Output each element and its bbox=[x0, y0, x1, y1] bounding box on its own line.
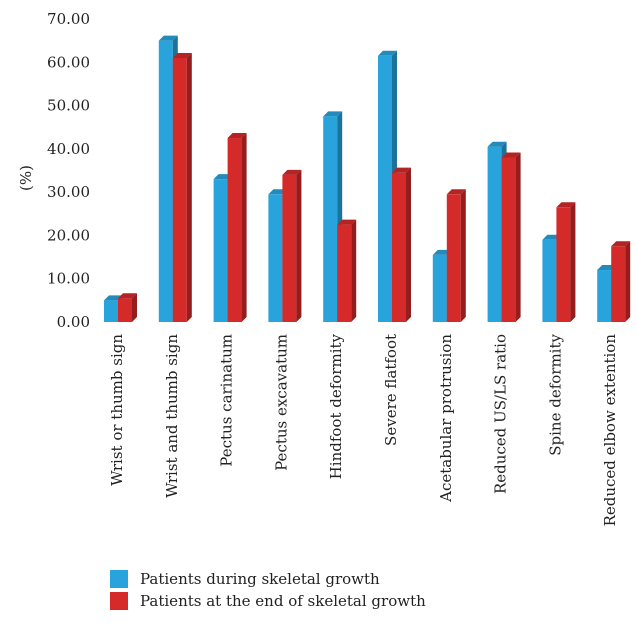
bar-chart: (%) 0.00 10.00 20.00 30.00 40.00 50.00 60.00 70… bbox=[17, 10, 631, 526]
category-label: Hindfoot deformity bbox=[327, 333, 345, 479]
y-tick-label: 0.00 bbox=[57, 313, 90, 331]
category-label: Reduced elbow extention bbox=[601, 334, 619, 527]
legend-label-series-1: Patients during skeletal growth bbox=[140, 570, 380, 588]
y-axis-label: (%) bbox=[17, 165, 35, 191]
y-tick-label: 40.00 bbox=[47, 140, 90, 158]
bars bbox=[104, 35, 631, 323]
bar-series-2 bbox=[501, 152, 521, 322]
y-tick-label: 10.00 bbox=[47, 270, 90, 288]
bar-series-2 bbox=[118, 293, 137, 322]
bar-series-2 bbox=[556, 202, 576, 322]
y-axis-ticks: 0.00 10.00 20.00 30.00 40.00 50.00 60.00 70.00 bbox=[47, 10, 90, 331]
category-label: Pectus carinatum bbox=[218, 334, 236, 467]
legend-swatch-series-2 bbox=[110, 592, 128, 610]
y-tick-label: 20.00 bbox=[47, 226, 90, 244]
legend: Patients during skeletal growth Patients… bbox=[110, 568, 426, 612]
category-labels: Wrist or thumb sign Wrist and thumb sign P… bbox=[108, 333, 619, 526]
category-label: Spine deformity bbox=[546, 333, 564, 455]
legend-item-series-1: Patients during skeletal growth bbox=[110, 568, 426, 590]
category-label: Wrist or thumb sign bbox=[108, 334, 126, 486]
bar-series-2 bbox=[337, 219, 357, 322]
bar-series-2 bbox=[282, 169, 302, 322]
bar-series-2 bbox=[392, 167, 411, 322]
bar-series-2 bbox=[611, 241, 631, 322]
category-label: Acetabular protrusion bbox=[437, 334, 455, 503]
category-label: Reduced US/LS ratio bbox=[492, 334, 510, 494]
y-tick-label: 30.00 bbox=[47, 183, 90, 201]
legend-swatch-series-1 bbox=[110, 570, 128, 588]
legend-item-series-2: Patients at the end of skeletal growth bbox=[110, 590, 426, 612]
bar-series-2 bbox=[446, 189, 466, 322]
bar-series-2 bbox=[227, 133, 247, 322]
legend-label-series-2: Patients at the end of skeletal growth bbox=[140, 592, 426, 610]
category-label: Wrist and thumb sign bbox=[163, 334, 181, 498]
bar-series-2 bbox=[172, 52, 192, 322]
y-tick-label: 60.00 bbox=[47, 53, 90, 71]
y-tick-label: 70.00 bbox=[47, 10, 90, 28]
category-label: Severe flatfoot bbox=[382, 334, 400, 446]
y-tick-label: 50.00 bbox=[47, 97, 90, 115]
category-label: Pectus excavatum bbox=[272, 334, 290, 471]
